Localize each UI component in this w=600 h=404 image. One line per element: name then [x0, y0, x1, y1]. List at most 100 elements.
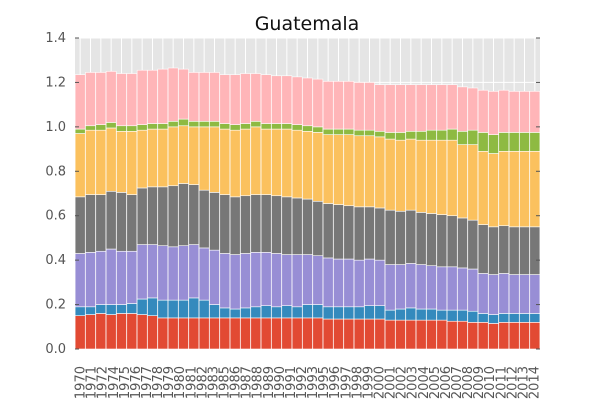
bar-segment-series-5: [219, 123, 231, 130]
bar-segment-series-2: [508, 274, 520, 314]
y-tick-label: 0.4: [45, 253, 66, 268]
bar-segment-series-2: [136, 244, 148, 300]
bar-segment-series-2: [74, 253, 86, 308]
bar-segment-series-3: [384, 209, 396, 265]
bar-segment-series-6: [291, 76, 303, 125]
bar-segment-series-6: [364, 82, 375, 131]
bar-segment-series-4: [250, 126, 262, 195]
bar-segment-series-3: [353, 206, 365, 261]
bar-segment-series-3: [322, 203, 334, 259]
bar-segment-series-4: [405, 138, 417, 211]
bar-segment-series-4: [167, 126, 179, 187]
bar-segment-series-2: [167, 246, 179, 301]
bar-segment-series-3: [312, 200, 324, 256]
x-tick-label: 2009: [472, 366, 487, 399]
bar-segment-series-5: [322, 128, 334, 135]
bar-segment-series-3: [198, 189, 210, 249]
bar-segment-series-5: [229, 124, 241, 131]
bar-segment-series-2: [529, 274, 541, 314]
bar-segment-series-1: [426, 308, 437, 321]
x-tick-label: 1995: [317, 366, 332, 399]
x-tick-label: 2013: [516, 366, 531, 399]
bar-segment-series-6: [136, 69, 148, 125]
bar-segment-series-1: [126, 303, 138, 314]
bar-segment-series-0: [395, 319, 406, 350]
bar-segment-series-0: [426, 319, 437, 350]
bar-segment-series-4: [291, 129, 303, 199]
bar-segment-series-1: [467, 310, 479, 323]
y-tick-label: 1.2: [45, 75, 66, 90]
bar-segment-series-2: [105, 248, 117, 305]
bar-segment-series-6: [343, 81, 355, 130]
bar-segment-series-2: [85, 252, 96, 308]
bar-segment-series-2: [302, 254, 313, 305]
bar-segment-series-4: [384, 138, 396, 211]
bar-segment-series-1: [85, 306, 96, 315]
bar-segment-series-6: [312, 78, 324, 128]
bar-segment-series-1: [374, 305, 386, 320]
bar-segment-series-3: [147, 186, 158, 245]
bar-segment-series-5: [116, 125, 127, 132]
bar-segment-series-5: [126, 125, 138, 132]
bar-segment-series-3: [260, 194, 272, 253]
bar-segment-series-1: [353, 306, 365, 320]
x-tick-label: 1993: [306, 366, 321, 399]
bar-segment-series-2: [178, 245, 189, 301]
bar-segment-series-4: [157, 128, 169, 188]
bar-segment-series-3: [364, 206, 375, 260]
bar-segment-series-6: [302, 77, 313, 127]
bar-segment-series-3: [508, 226, 520, 275]
bar-segment-series-4: [519, 150, 530, 228]
bar-segment-series-5: [405, 131, 417, 140]
y-tick-label: 0.6: [45, 209, 66, 224]
bar-segment-series-3: [188, 184, 200, 245]
bar-segment-series-4: [95, 129, 107, 195]
bar-segment-series-3: [302, 198, 313, 255]
bar-segment-series-4: [353, 135, 365, 208]
bar-segment-series-5: [415, 131, 427, 141]
bar-segment-series-6: [198, 72, 210, 122]
bar-segment-series-0: [457, 320, 468, 350]
bar-segment-series-2: [219, 253, 231, 309]
bar-segment-series-2: [333, 258, 344, 308]
bar-segment-series-6: [467, 87, 479, 131]
bar-segment-series-6: [322, 81, 334, 130]
bar-segment-series-0: [436, 319, 448, 350]
bar-segment-series-5: [281, 123, 293, 130]
bar-segment-series-2: [467, 268, 479, 312]
bar-segment-series-3: [126, 194, 138, 252]
bar-segment-series-6: [508, 91, 520, 133]
bar-segment-series-2: [116, 250, 127, 305]
bar-segment-series-2: [291, 254, 303, 308]
bar-segment-series-3: [415, 212, 427, 265]
bar-segment-series-0: [271, 317, 282, 350]
bar-segment-series-3: [271, 195, 282, 254]
bar-segment-series-4: [395, 139, 406, 212]
bar-segment-series-0: [85, 314, 96, 350]
bar-segment-series-6: [188, 72, 200, 122]
bar-segment-series-3: [250, 194, 262, 253]
bar-segment-series-1: [395, 308, 406, 321]
bar-segment-series-0: [488, 323, 499, 350]
bar-segment-series-4: [374, 136, 386, 209]
x-tick-label: 1986: [229, 366, 244, 399]
bar-segment-series-1: [291, 306, 303, 319]
bar-segment-series-1: [74, 306, 86, 316]
bar-segment-series-1: [178, 299, 189, 319]
bar-segment-series-5: [302, 125, 313, 132]
bar-segment-series-5: [498, 132, 510, 152]
bar-segment-series-5: [436, 129, 448, 141]
bar-segment-series-5: [519, 132, 530, 152]
bar-segment-series-3: [374, 207, 386, 261]
bar-segment-series-3: [74, 196, 86, 254]
x-tick-label: 1975: [118, 366, 133, 399]
bar-segment-series-5: [271, 123, 282, 130]
x-tick-label: 2000: [372, 366, 387, 399]
x-tick-label: 2012: [505, 366, 520, 399]
bar-segment-series-6: [498, 89, 510, 133]
bar-segment-series-2: [343, 258, 355, 308]
bar-segment-series-5: [198, 121, 210, 128]
bar-segment-series-2: [426, 265, 437, 310]
bar-segment-series-4: [364, 135, 375, 208]
